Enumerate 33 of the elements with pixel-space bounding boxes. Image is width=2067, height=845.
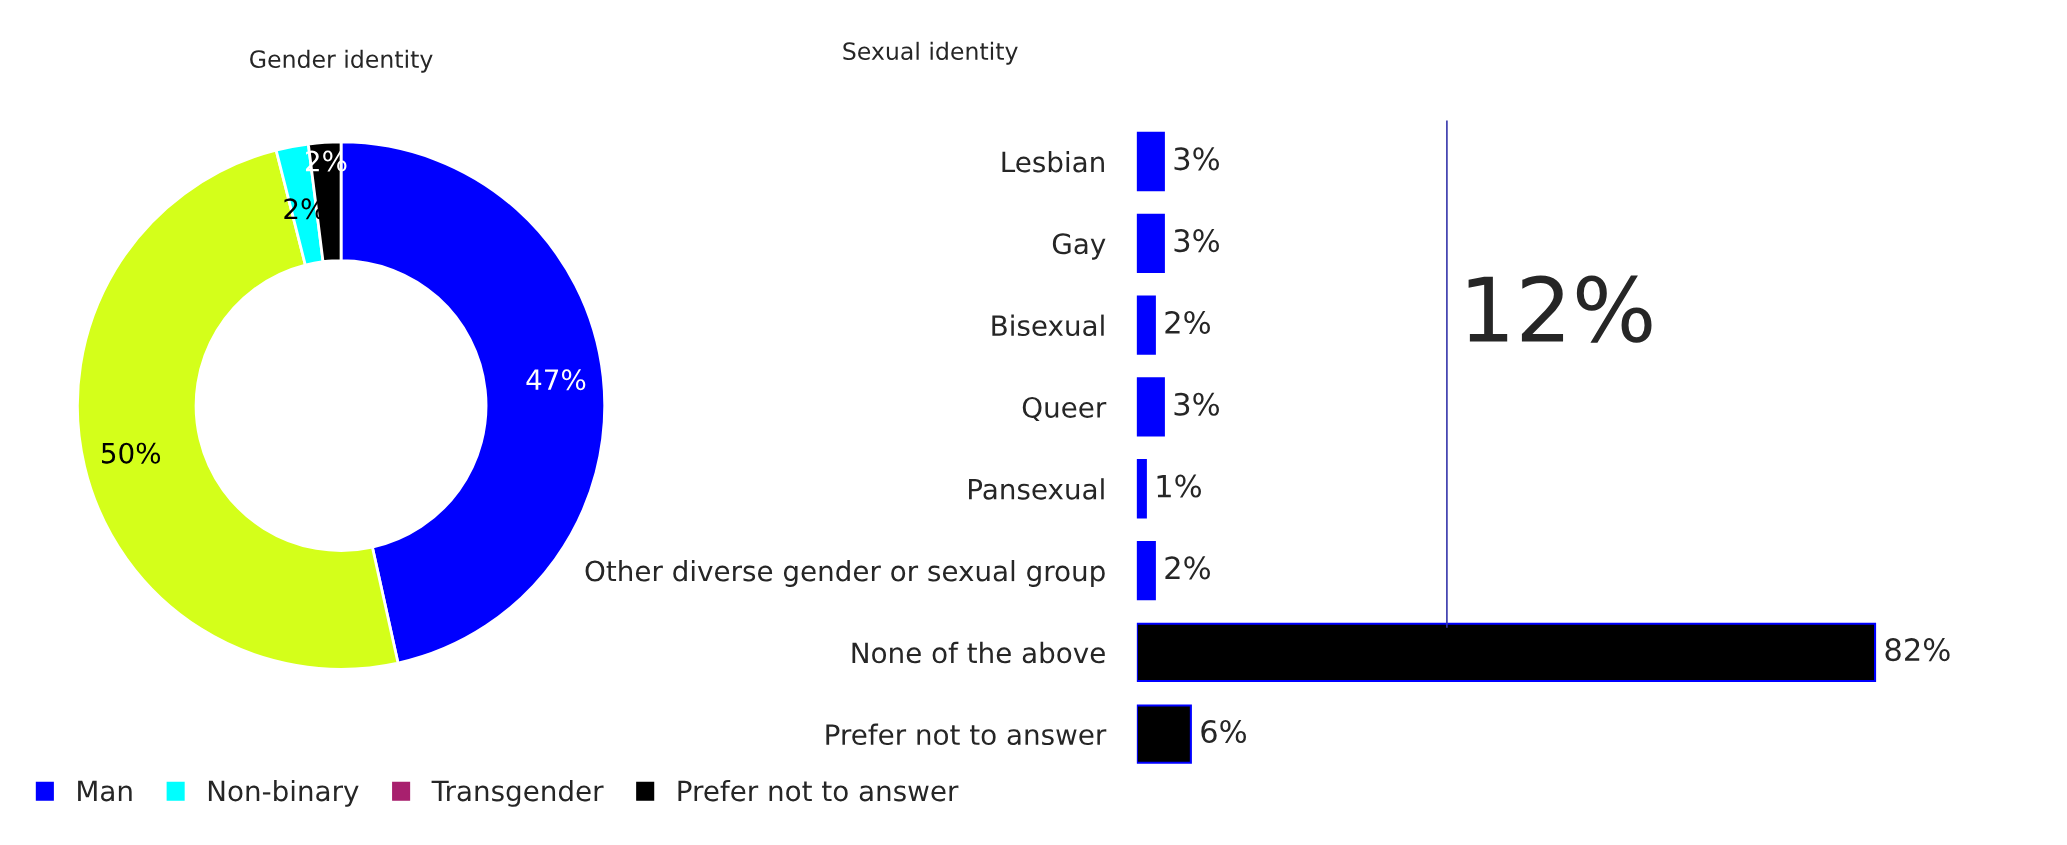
data-label: 82% — [1885, 638, 1950, 662]
data-label: 47% — [526, 369, 586, 391]
data-label: 3% — [1174, 392, 1219, 416]
bar — [1136, 295, 1156, 355]
bar — [1136, 377, 1165, 437]
bar — [1136, 131, 1165, 192]
legend-label: Transgender — [431, 779, 604, 807]
data-label: 6% — [1201, 719, 1246, 744]
legend-label: Non-binary — [208, 779, 359, 807]
bar — [1136, 213, 1165, 274]
y-tick-label: Prefer not to answer — [826, 723, 1107, 746]
data-label: 50% — [102, 442, 161, 464]
data-label: 3% — [1174, 147, 1219, 171]
data-label: 1% — [1157, 474, 1201, 498]
text: Sexual identity — [843, 41, 1018, 65]
legend-label: Man — [78, 780, 132, 802]
data-label: 3% — [1174, 229, 1219, 253]
bar — [1136, 704, 1192, 764]
bar — [1136, 622, 1877, 683]
y-tick-label: Pansexual — [969, 478, 1104, 500]
data-label: 2% — [1165, 556, 1210, 580]
y-tick-label: Bisexual — [992, 314, 1104, 337]
bar — [1136, 540, 1156, 601]
bar — [1136, 459, 1147, 519]
legend-label: Prefer not to answer — [678, 779, 959, 802]
y-tick-label: Queer — [1022, 396, 1107, 422]
y-tick-label: Other diverse gender or sexual group — [585, 560, 1105, 587]
chart-title: Gender identity — [250, 49, 433, 73]
data-label: 2% — [1165, 310, 1210, 335]
annotation: 12% — [1468, 275, 1652, 343]
y-tick-label: Lesbian — [1002, 150, 1104, 173]
y-tick-label: Gay — [1052, 233, 1106, 260]
y-tick-label: None of the above — [852, 641, 1105, 664]
